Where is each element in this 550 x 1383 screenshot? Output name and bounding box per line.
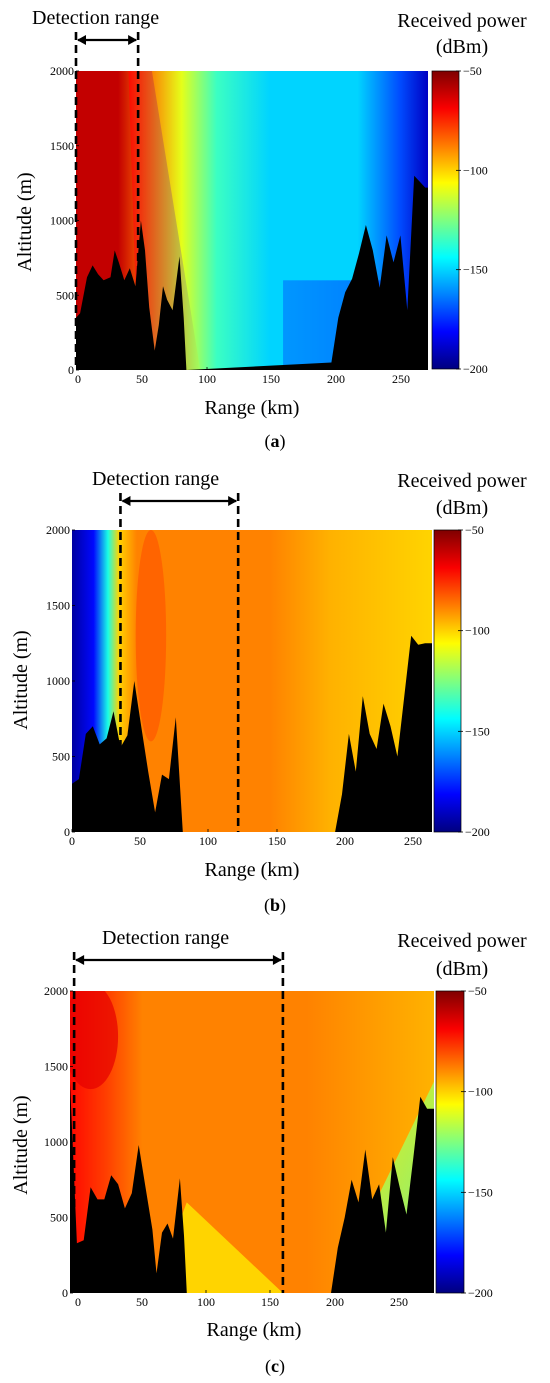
y-tick-label: 1000 [50, 214, 74, 228]
y-tick-label: 1000 [46, 674, 70, 688]
panel-c: Detection range Received power (dBm) 0 50… [10, 927, 527, 1377]
detection-label-c: Detection range [102, 927, 229, 949]
arrowhead-right [272, 955, 282, 965]
x-tick-label: 50 [136, 372, 148, 386]
x-tick-label: 100 [198, 372, 216, 386]
y-tick-label: 2000 [46, 523, 70, 537]
colorbar [433, 529, 462, 833]
colorbar-title-line2-a: (dBm) [436, 36, 488, 58]
panel-letter-c: c [271, 1356, 279, 1376]
x-tick-label: 150 [268, 834, 286, 848]
y-tick-label: 1500 [46, 599, 70, 613]
colorbar [435, 990, 465, 1294]
colorbar-tick-label: −150 [468, 1185, 493, 1199]
panel-caption-a: (a) [265, 431, 286, 452]
colorbar-tick-label: −200 [468, 1286, 493, 1300]
x-tick-label: 0 [75, 372, 81, 386]
colorbar-tick-label: −150 [465, 724, 490, 738]
y-tick-label: 500 [52, 750, 70, 764]
x-tick-label: 200 [326, 1295, 344, 1309]
x-tick-label: 250 [392, 372, 410, 386]
colorbar-tick-label: −200 [465, 825, 490, 839]
arrowhead-left [75, 955, 85, 965]
heatmap-plot-b: 0 50 100 150 200 250 0 500 1000 1500 2000 −50 −100 −1… [46, 493, 490, 848]
heatmap-plot-c: 0 50 100 150 200 250 0 500 1000 1500 2000 −50 −100 −1… [44, 952, 493, 1309]
colorbar-tick-label: −100 [468, 1085, 493, 1099]
colorbar-tick-label: −50 [463, 64, 482, 78]
y-tick-label: 0 [68, 363, 74, 377]
x-axis-label-b: Range (km) [205, 859, 300, 881]
colorbar-title-line1-c: Received power [397, 930, 527, 952]
y-tick-label: 1500 [50, 139, 74, 153]
y-tick-label: 1500 [44, 1060, 68, 1074]
x-axis-label-a: Range (km) [205, 397, 300, 419]
x-tick-label: 200 [327, 372, 345, 386]
y-tick-label: 0 [62, 1286, 68, 1300]
colorbar-tick-label: −200 [463, 362, 488, 376]
detection-label-b: Detection range [92, 468, 219, 490]
arrowhead-left [77, 35, 86, 45]
panel-caption-c: (c) [265, 1356, 285, 1377]
y-tick-label: 500 [50, 1211, 68, 1225]
y-axis-label-c: Altitude (m) [10, 1095, 32, 1194]
colorbar-tick-label: −150 [463, 263, 488, 277]
x-tick-label: 0 [69, 834, 75, 848]
panel-b: Detection range Received power (dBm) 0 50… [10, 468, 527, 916]
y-tick-label: 0 [64, 825, 70, 839]
x-tick-label: 50 [136, 1295, 148, 1309]
colorbar-tick-label: −100 [463, 163, 488, 177]
colorbar-title-line1-a: Received power [397, 10, 527, 32]
panel-letter-a: a [271, 431, 280, 451]
terrain-profile [70, 1081, 434, 1293]
colorbar-tick-label: −100 [465, 624, 490, 638]
x-tick-label: 50 [134, 834, 146, 848]
colorbar-tick-label: −50 [465, 523, 484, 537]
x-tick-label: 250 [390, 1295, 408, 1309]
panel-caption-b: (b) [264, 895, 286, 916]
arrowhead-right [228, 496, 238, 506]
panel-a: Detection range Received power (dBm) 0 50… [14, 7, 527, 452]
y-tick-label: 1000 [44, 1135, 68, 1149]
x-tick-label: 100 [197, 1295, 215, 1309]
detection-label-a: Detection range [32, 7, 159, 29]
y-axis-label-a: Altitude (m) [14, 172, 36, 271]
colorbar-title-line1-b: Received power [397, 470, 527, 492]
heatmap-plot-a: 0 50 100 150 200 250 0 500 1000 1500 2000 −50 −100 −1… [50, 32, 488, 386]
terrain-profile [72, 635, 432, 832]
x-axis-label-c: Range (km) [207, 1319, 302, 1341]
terrain-profile [76, 175, 428, 370]
x-tick-label: 200 [336, 834, 354, 848]
y-tick-label: 500 [56, 288, 74, 302]
colorbar [431, 70, 460, 370]
arrowhead-right [128, 35, 138, 45]
x-tick-label: 100 [199, 834, 217, 848]
y-tick-label: 2000 [44, 984, 68, 998]
y-tick-label: 2000 [50, 64, 74, 78]
colorbar-title-line2-c: (dBm) [436, 958, 488, 980]
x-tick-label: 250 [404, 834, 422, 848]
x-tick-label: 150 [262, 372, 280, 386]
colorbar-title-line2-b: (dBm) [436, 497, 488, 519]
x-tick-label: 150 [261, 1295, 279, 1309]
arrowhead-left [121, 496, 131, 506]
x-tick-label: 0 [75, 1295, 81, 1309]
panel-letter-b: b [270, 895, 280, 915]
y-axis-label-b: Altitude (m) [10, 630, 32, 729]
colorbar-tick-label: −50 [468, 984, 487, 998]
